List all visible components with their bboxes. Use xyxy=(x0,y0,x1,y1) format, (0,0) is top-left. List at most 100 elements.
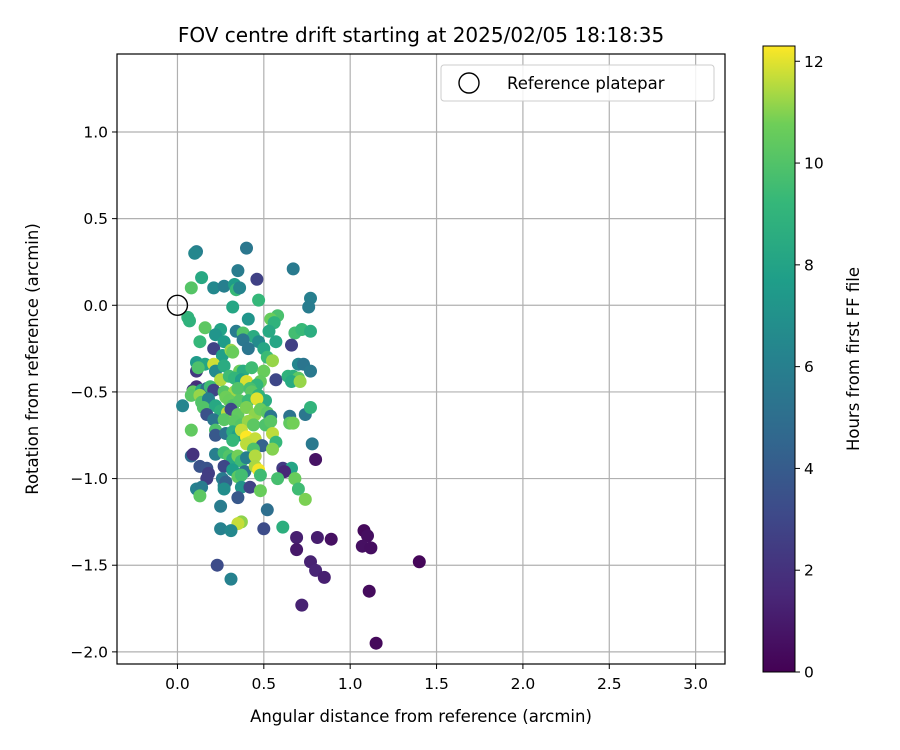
data-point xyxy=(286,262,300,276)
legend-open-circle-marker xyxy=(458,72,480,94)
data-point xyxy=(240,241,253,255)
data-point xyxy=(290,543,304,557)
data-point xyxy=(214,522,228,536)
colorbar-tick-label: 12 xyxy=(804,53,824,71)
data-point xyxy=(250,392,264,406)
data-point xyxy=(217,482,231,496)
data-point xyxy=(369,636,383,650)
data-point xyxy=(295,598,309,612)
x-tick-label: 3.0 xyxy=(683,675,708,693)
data-point xyxy=(224,524,238,538)
data-point xyxy=(253,484,267,498)
data-point xyxy=(243,480,257,494)
data-point xyxy=(241,342,255,356)
data-point xyxy=(224,572,238,586)
data-point xyxy=(233,281,247,295)
data-point xyxy=(210,558,224,572)
data-point xyxy=(260,503,274,517)
data-point xyxy=(412,555,426,569)
colorbar-label: Hours from first FF file xyxy=(844,267,863,451)
data-point xyxy=(226,433,240,447)
colorbar-tick-label: 8 xyxy=(804,256,814,274)
x-tick-label: 0.0 xyxy=(165,675,190,693)
y-tick-label: −1.5 xyxy=(70,557,108,575)
data-point xyxy=(290,531,304,544)
data-point xyxy=(293,375,307,388)
colorbar-tick-label: 10 xyxy=(804,155,824,173)
data-point xyxy=(302,300,316,314)
data-point xyxy=(234,468,248,482)
data-point xyxy=(309,563,323,577)
x-tick-label: 2.0 xyxy=(511,675,536,693)
data-points xyxy=(176,241,426,650)
data-point xyxy=(231,382,245,395)
colorbar-tick-label: 0 xyxy=(804,664,814,682)
chart-title: FOV centre drift starting at 2025/02/05 … xyxy=(178,23,664,47)
data-point xyxy=(214,499,228,513)
data-point xyxy=(250,272,264,286)
data-point xyxy=(207,413,221,427)
x-tick-label: 1.5 xyxy=(424,675,449,693)
reference-platepar-marker xyxy=(166,294,189,316)
y-tick-label: 0.5 xyxy=(83,210,108,228)
data-point xyxy=(266,354,279,368)
data-point xyxy=(184,423,198,437)
data-point xyxy=(269,373,283,387)
data-point xyxy=(209,428,222,442)
data-point xyxy=(288,472,302,486)
data-point xyxy=(247,418,260,432)
data-point xyxy=(193,335,207,349)
data-point xyxy=(309,453,323,466)
legend-box xyxy=(440,64,715,102)
data-point xyxy=(193,489,207,503)
y-tick-label: −2.0 xyxy=(70,643,108,661)
data-point xyxy=(304,324,317,338)
colorbar-tick-label: 2 xyxy=(804,562,814,580)
data-point xyxy=(241,312,255,326)
x-tick-label: 0.5 xyxy=(251,675,276,693)
data-point xyxy=(191,361,205,375)
data-point xyxy=(262,324,276,338)
data-point xyxy=(362,584,376,598)
data-point xyxy=(195,271,209,285)
data-point xyxy=(226,345,240,359)
data-point xyxy=(298,492,312,506)
data-point xyxy=(198,321,212,335)
colorbar: 0 2 4 6 8 10 12 Hours from first FF file xyxy=(762,45,863,682)
x-tick-label: 1.0 xyxy=(338,675,363,693)
data-point xyxy=(184,281,198,295)
colorbar-gradient xyxy=(762,45,796,673)
data-point xyxy=(304,364,317,378)
data-point xyxy=(248,449,262,463)
data-point xyxy=(310,531,324,544)
data-point xyxy=(264,414,278,428)
y-tick-label: −1.0 xyxy=(70,470,108,488)
data-point xyxy=(231,264,245,278)
data-point xyxy=(304,401,317,414)
data-point xyxy=(276,520,290,534)
data-point xyxy=(207,342,221,356)
legend: Reference platepar xyxy=(440,64,715,102)
data-point xyxy=(207,281,221,295)
data-point xyxy=(305,437,319,451)
data-point xyxy=(231,491,245,505)
y-axis-ticks: 1.0 0.5 0.0 −0.5 −1.0 −1.5 −2.0 xyxy=(70,123,117,661)
legend-label: Reference platepar xyxy=(507,74,665,93)
colorbar-tick-label: 6 xyxy=(804,358,814,376)
colorbar-ticks: 0 2 4 6 8 10 12 xyxy=(795,53,824,682)
data-point xyxy=(285,338,298,352)
data-point xyxy=(317,570,331,584)
data-point xyxy=(176,399,190,413)
data-point xyxy=(291,482,305,496)
y-tick-label: 1.0 xyxy=(83,123,108,141)
x-axis-ticks: 0.0 0.5 1.0 1.5 2.0 2.5 3.0 xyxy=(165,664,708,693)
data-point xyxy=(217,279,231,293)
data-point xyxy=(217,413,231,427)
data-point xyxy=(240,401,253,414)
data-point xyxy=(186,447,200,461)
y-axis-label: Rotation from reference (arcmin) xyxy=(23,223,42,495)
colorbar-tick-label: 4 xyxy=(804,460,814,478)
y-tick-label: −0.5 xyxy=(70,383,108,401)
data-point xyxy=(364,541,378,555)
